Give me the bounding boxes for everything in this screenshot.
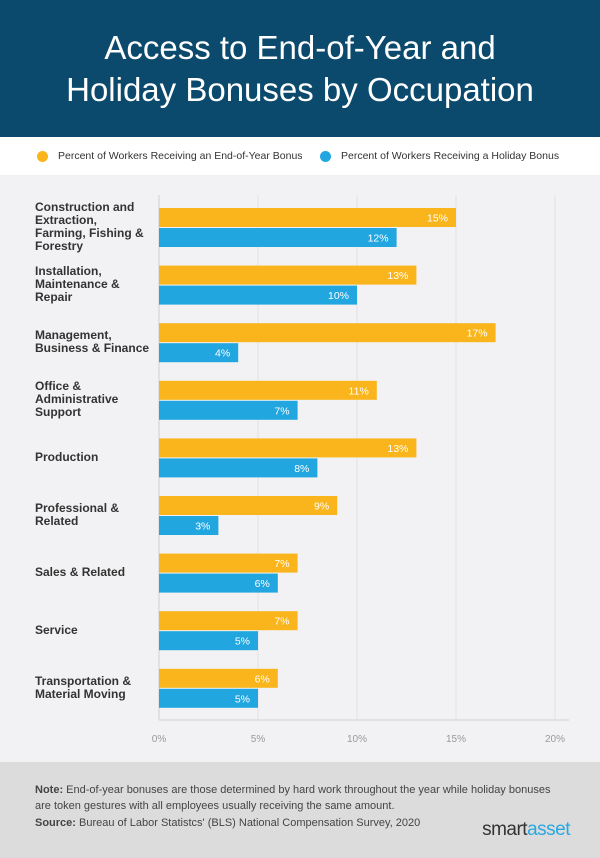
data-label: 7% [274, 405, 289, 417]
data-label: 9% [314, 501, 329, 513]
title-line-2: Holiday Bonuses by Occupation [66, 71, 534, 108]
logo-part: asset [527, 819, 570, 840]
data-label: 11% [349, 385, 369, 397]
end-of-year-bar [159, 208, 456, 227]
holiday-bar [159, 688, 258, 708]
data-label: 13% [387, 270, 408, 282]
category-label: Sales & Related [35, 565, 126, 580]
data-label: 10% [328, 290, 349, 302]
smartasset-logo: smartasset [482, 819, 570, 840]
note-label: Note: [35, 784, 64, 796]
end-of-year-bar [159, 496, 338, 515]
x-tick-label: 20% [545, 734, 565, 745]
data-label: 15% [427, 213, 448, 225]
data-label: 3% [195, 521, 210, 533]
data-label: 4% [215, 348, 230, 360]
holiday-bar [159, 458, 318, 478]
end-of-year-bar [159, 668, 278, 688]
data-label: 7% [274, 616, 289, 628]
category-label: Office & Administrative Support [35, 379, 119, 420]
legend-item-end-of-year: Percent of Workers Receiving an End-of-Y… [37, 150, 303, 162]
category-label: Professional & Related [35, 501, 120, 528]
category-label: Construction and Extraction, Farming, Fi… [35, 200, 144, 253]
legend-label: Percent of Workers Receiving a Holiday B… [341, 150, 560, 162]
bar-chart: 0% 5% 10% 15% 20% 15% 12% 13% 10% 17% 4% 11% 7% 13% 8%… [152, 195, 569, 745]
category-label: Installation, Maintenance & Repair [35, 264, 120, 305]
legend: Percent of Workers Receiving an End-of-Y… [0, 137, 600, 175]
end-of-year-bar [159, 265, 417, 285]
category-label: Transportation & Material Moving [35, 673, 132, 701]
chart-area: 0% 5% 10% 15% 20% 15% 12% 13% 10% 17% 4% 11% 7% 13% 8%… [0, 175, 600, 762]
holiday-bar [159, 516, 219, 535]
note-text: End-of-year bonuses are those determined… [35, 784, 551, 812]
data-label: 8% [294, 463, 309, 475]
x-tick-label: 0% [152, 734, 167, 745]
end-of-year-bar [159, 611, 298, 631]
end-of-year-bar [159, 438, 417, 458]
source: Source: Bureau of Labor Statistcs' (BLS)… [35, 815, 420, 831]
category-label: Management, Business & Finance [35, 328, 150, 356]
data-label: 6% [255, 673, 270, 685]
data-label: 5% [235, 636, 250, 648]
legend-label: Percent of Workers Receiving an End-of-Y… [58, 150, 303, 162]
legend-dot-orange-icon [37, 150, 48, 162]
category-label: Service [35, 622, 78, 637]
data-label: 6% [255, 578, 270, 590]
logo-part: smart [482, 819, 528, 840]
title-line-1: Access to End-of-Year and [104, 29, 496, 66]
holiday-bar [159, 631, 258, 651]
holiday-bar [159, 400, 298, 420]
source-text: Bureau of Labor Statistcs' (BLS) Nationa… [75, 817, 421, 829]
holiday-bar [159, 228, 397, 247]
data-label: 13% [387, 443, 408, 455]
footer: Note: End-of-year bonuses are those dete… [0, 762, 600, 858]
end-of-year-bar [159, 380, 377, 400]
end-of-year-bar [159, 323, 496, 343]
source-label: Source: [35, 817, 76, 829]
end-of-year-bar [159, 553, 298, 573]
data-label: 7% [274, 558, 289, 570]
x-tick-label: 5% [251, 734, 266, 745]
data-label: 5% [235, 693, 250, 705]
holiday-bar [159, 285, 357, 305]
x-tick-label: 10% [347, 734, 367, 745]
data-label: 17% [467, 328, 488, 340]
holiday-bar [159, 573, 278, 593]
x-tick-label: 15% [446, 734, 466, 745]
data-label: 12% [368, 233, 389, 245]
chart-title: Access to End-of-Year and Holiday Bonuse… [0, 0, 600, 137]
category-label: Production [35, 449, 99, 464]
legend-item-holiday: Percent of Workers Receiving a Holiday B… [320, 150, 559, 162]
legend-dot-blue-icon [320, 150, 331, 162]
holiday-bar [159, 343, 239, 363]
note: Note: End-of-year bonuses are those dete… [35, 782, 555, 814]
